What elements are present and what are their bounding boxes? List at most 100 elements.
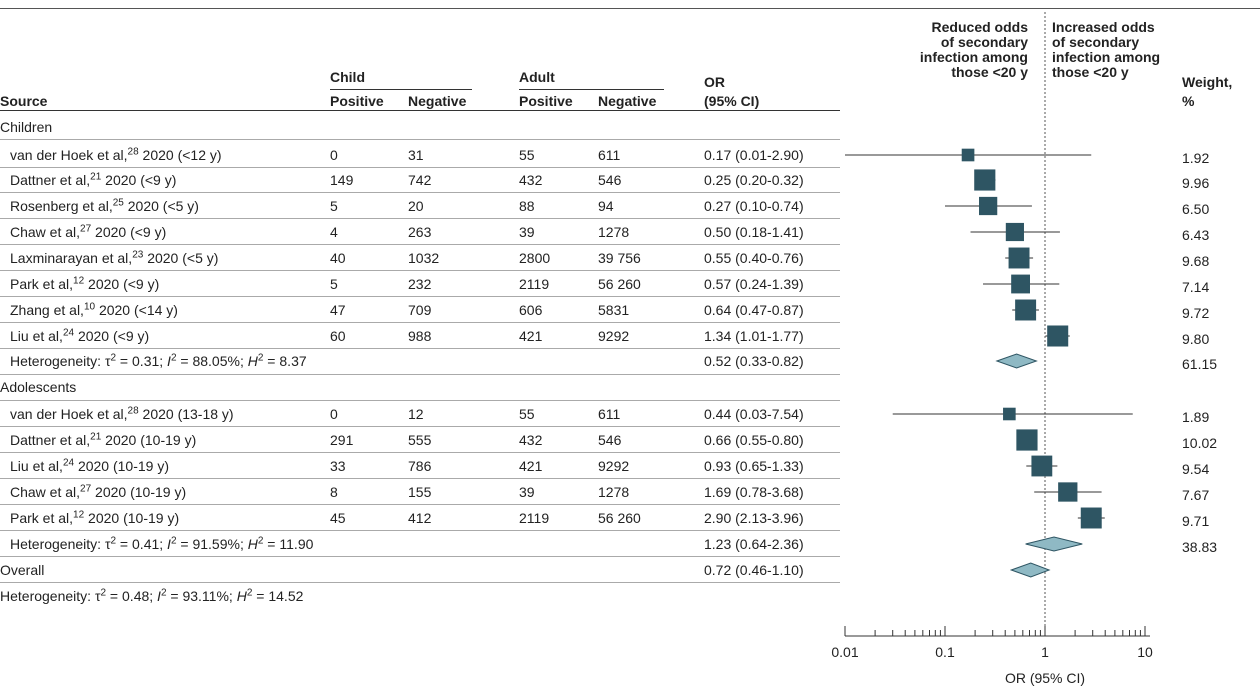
- point-estimate-box: [1011, 274, 1031, 294]
- cell-weight: 38.83: [1182, 539, 1218, 555]
- point-estimate-box: [979, 196, 998, 216]
- study-label: Liu et al,24 2020 (10-19 y): [10, 457, 170, 474]
- cell-weight: 61.15: [1182, 356, 1218, 372]
- point-estimate-box: [1031, 455, 1053, 477]
- cell-adult-negative: 56 260: [598, 276, 641, 292]
- group-label-children: Children: [0, 119, 53, 135]
- header-adult-negative: Negative: [598, 93, 657, 109]
- cell-adult-positive: 2800: [519, 250, 551, 266]
- row-rule: [0, 192, 840, 193]
- cell-child-negative: 412: [408, 510, 432, 526]
- row-rule: [0, 322, 840, 323]
- study-label: van der Hoek et al,28 2020 (13-18 y): [10, 405, 234, 422]
- cell-adult-positive: 2119: [519, 510, 550, 526]
- cell-weight: 9.72: [1182, 305, 1210, 321]
- cell-adult-positive: 432: [519, 172, 543, 188]
- cell-weight: 1.92: [1182, 150, 1210, 166]
- cell-or: 0.27 (0.10-0.74): [704, 198, 804, 214]
- summary-diamond: [1009, 562, 1051, 578]
- cell-adult-negative: 611: [598, 147, 621, 163]
- cell-or: 0.55 (0.40-0.76): [704, 250, 804, 266]
- cell-child-positive: 5: [330, 276, 338, 292]
- row-rule: [0, 400, 840, 401]
- header-child: Child: [330, 69, 365, 85]
- cell-child-negative: 20: [408, 198, 424, 214]
- heterogeneity-overall: Heterogeneity: τ2 = 0.48; I2 = 93.11%; H…: [0, 587, 304, 604]
- row-rule: [0, 218, 840, 219]
- row-rule: [0, 296, 840, 297]
- cell-adult-positive: 421: [519, 328, 543, 344]
- header-reduced-4: those <20 y: [951, 64, 1028, 80]
- cell-adult-negative: 546: [598, 432, 622, 448]
- study-label: Dattner et al,21 2020 (<9 y): [10, 171, 177, 188]
- cell-adult-positive: 2119: [519, 276, 550, 292]
- cell-adult-negative: 1278: [598, 484, 630, 500]
- cell-child-positive: 149: [330, 172, 354, 188]
- x-axis-title: OR (95% CI): [1005, 670, 1085, 686]
- study-label: Park et al,12 2020 (<9 y): [10, 275, 160, 292]
- cell-adult-negative: 9292: [598, 458, 630, 474]
- cell-weight: 1.89: [1182, 409, 1210, 425]
- study-label: Zhang et al,10 2020 (<14 y): [10, 301, 178, 318]
- header-increased-1: Increased odds: [1052, 19, 1155, 35]
- cell-weight: 9.54: [1182, 461, 1210, 477]
- row-rule: [0, 167, 840, 168]
- cell-weight: 6.50: [1182, 201, 1210, 217]
- cell-adult-negative: 9292: [598, 328, 630, 344]
- cell-weight: 10.02: [1182, 435, 1218, 451]
- cell-weight: 9.80: [1182, 331, 1210, 347]
- cell-child-positive: 5: [330, 198, 338, 214]
- x-tick-label: 10: [1137, 644, 1153, 660]
- cell-child-negative: 263: [408, 224, 432, 240]
- cell-child-negative: 786: [408, 458, 432, 474]
- x-tick-label: 0.1: [935, 644, 955, 660]
- cell-adult-negative: 611: [598, 406, 621, 422]
- cell-weight: 9.96: [1182, 175, 1210, 191]
- cell-child-negative: 555: [408, 432, 432, 448]
- header-reduced-1: Reduced odds: [931, 19, 1028, 35]
- cell-or: 0.50 (0.18-1.41): [704, 224, 804, 240]
- study-label: Laxminarayan et al,23 2020 (<5 y): [10, 249, 219, 266]
- cell-child-positive: 4: [330, 224, 338, 240]
- cell-adult-negative: 546: [598, 172, 622, 188]
- heterogeneity-adolescents: Heterogeneity: τ2 = 0.41; I2 = 91.59%; H…: [10, 535, 314, 552]
- header-increased-2: of secondary: [1052, 34, 1140, 50]
- cell-or: 0.72 (0.46-1.10): [704, 562, 804, 578]
- cell-child-positive: 0: [330, 147, 338, 163]
- heterogeneity-children: Heterogeneity: τ2 = 0.31; I2 = 88.05%; H…: [10, 352, 307, 369]
- header-increased-4: those <20 y: [1052, 64, 1129, 80]
- row-rule: [0, 426, 840, 427]
- cell-weight: 9.71: [1182, 513, 1210, 529]
- point-estimate-box: [1008, 247, 1030, 269]
- point-estimate-box: [1047, 325, 1069, 347]
- cell-weight: 9.68: [1182, 253, 1210, 269]
- cell-weight: 7.14: [1182, 279, 1210, 295]
- cell-child-negative: 155: [408, 484, 432, 500]
- cell-or: 2.90 (2.13-3.96): [704, 510, 804, 526]
- header-child-negative: Negative: [408, 93, 467, 109]
- header-child-positive: Positive: [330, 93, 384, 109]
- row-rule: [0, 504, 840, 505]
- cell-adult-negative: 56 260: [598, 510, 641, 526]
- cell-or: 1.23 (0.64-2.36): [704, 536, 804, 552]
- cell-or: 0.44 (0.03-7.54): [704, 406, 804, 422]
- row-rule: [0, 270, 840, 271]
- header-reduced-2: of secondary: [940, 34, 1028, 50]
- cell-weight: 6.43: [1182, 227, 1210, 243]
- cell-or: 0.52 (0.33-0.82): [704, 353, 804, 369]
- header-adult: Adult: [519, 69, 555, 85]
- cell-or: 1.34 (1.01-1.77): [704, 328, 804, 344]
- cell-adult-negative: 94: [598, 198, 614, 214]
- point-estimate-box: [1058, 482, 1078, 502]
- header-weight-line2: %: [1182, 93, 1195, 109]
- row-rule: [0, 582, 840, 583]
- child-header-rule: [330, 89, 472, 90]
- header-or-line2: (95% CI): [704, 93, 760, 109]
- cell-adult-positive: 606: [519, 302, 543, 318]
- row-rule: [0, 556, 840, 557]
- cell-child-negative: 232: [408, 276, 432, 292]
- point-estimate-box: [961, 148, 975, 162]
- cell-weight: 7.67: [1182, 487, 1210, 503]
- cell-child-positive: 8: [330, 484, 338, 500]
- header-weight-line1: Weight,: [1182, 74, 1233, 90]
